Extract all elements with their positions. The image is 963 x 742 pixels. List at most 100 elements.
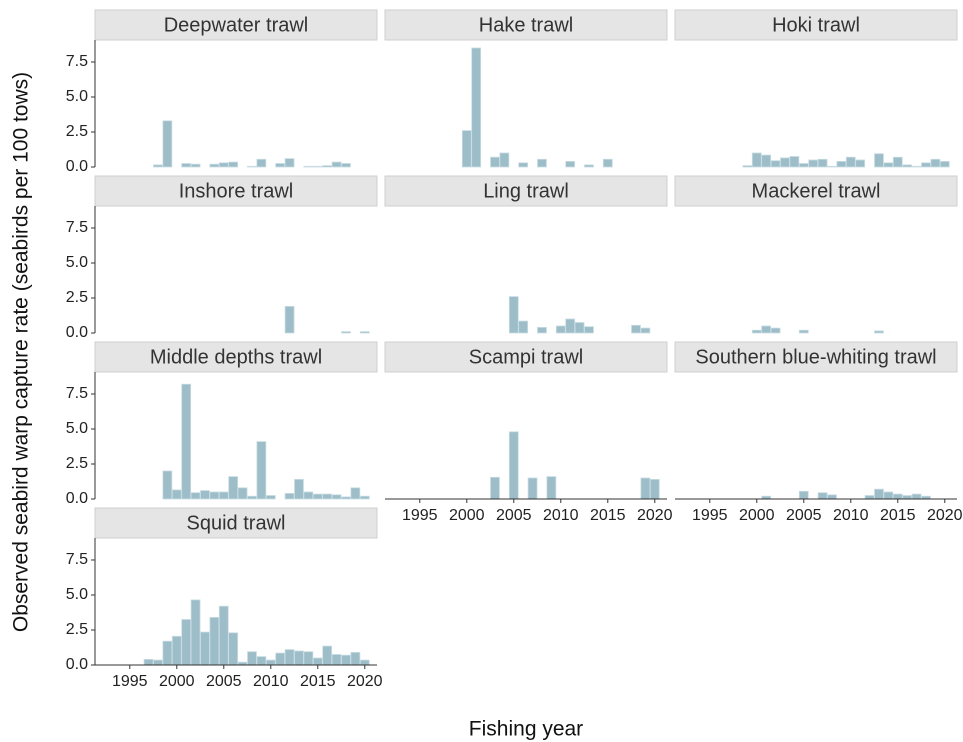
bar (874, 153, 884, 168)
panel-title: Middle depths trawl (150, 346, 322, 368)
bar (303, 651, 314, 666)
strip (384, 341, 668, 373)
strip (94, 341, 378, 373)
bar (284, 649, 295, 666)
bar (911, 165, 922, 168)
bar (789, 156, 800, 168)
bar (209, 616, 220, 666)
y-tick-label: 7.5 (66, 551, 88, 568)
y-tick-label: 5.0 (66, 586, 88, 603)
bar (770, 160, 781, 168)
bar (359, 659, 370, 666)
y-tick-label: 0.0 (66, 490, 88, 507)
bar (751, 152, 762, 168)
bar (331, 494, 342, 500)
bar (322, 645, 333, 666)
bar (322, 165, 333, 168)
strip (384, 175, 668, 207)
bar (312, 657, 323, 666)
bar (602, 158, 613, 168)
x-tick-label: 2005 (496, 507, 532, 524)
bar (181, 619, 192, 666)
bar (200, 631, 210, 666)
bar (537, 158, 547, 168)
bar (874, 488, 884, 500)
x-tick-label: 1995 (112, 673, 148, 690)
panel-title: Deepwater trawl (164, 14, 309, 36)
panel-title: Hake trawl (479, 14, 573, 36)
y-tick-label: 7.5 (66, 385, 88, 402)
bar (153, 659, 163, 666)
bar (153, 164, 163, 168)
panel-title: Squid trawl (187, 512, 286, 534)
bar (855, 159, 866, 168)
bar (892, 156, 903, 168)
bar (247, 495, 257, 500)
strip (674, 175, 958, 207)
bar (341, 496, 351, 500)
bar (209, 491, 220, 500)
x-tick-label: 2015 (590, 507, 626, 524)
bar (284, 492, 295, 500)
strip (94, 175, 378, 207)
x-tick-label: 2005 (786, 507, 822, 524)
bar (742, 165, 753, 168)
bar (770, 327, 781, 334)
bar (181, 163, 192, 168)
bar (892, 493, 903, 500)
bar (565, 318, 576, 334)
bar (874, 330, 884, 334)
bar (228, 476, 239, 500)
bar (218, 162, 229, 168)
bar (584, 326, 594, 334)
bar (864, 495, 875, 500)
x-tick-label: 2000 (739, 507, 775, 524)
x-tick-label: 2020 (927, 507, 963, 524)
bar (761, 325, 772, 334)
bar (312, 165, 323, 168)
bar (527, 477, 538, 500)
y-tick-label: 5.0 (66, 420, 88, 437)
bar (798, 490, 809, 500)
bar (555, 325, 566, 334)
bar (294, 650, 304, 666)
strip (674, 341, 958, 373)
bar (827, 494, 837, 500)
bar (883, 162, 894, 168)
x-tick-label: 2015 (880, 507, 916, 524)
bar (836, 160, 847, 168)
x-tick-label: 1995 (692, 507, 728, 524)
y-tick-label: 0.0 (66, 324, 88, 341)
y-tick-label: 0.0 (66, 656, 88, 673)
y-tick-label: 2.5 (66, 621, 88, 638)
bar (939, 160, 950, 168)
bar (471, 47, 482, 168)
bar (798, 329, 809, 334)
bar (518, 162, 529, 168)
bar (911, 493, 922, 500)
bar (499, 152, 510, 168)
bar (902, 164, 913, 168)
x-tick-label: 2000 (159, 673, 195, 690)
bar (341, 654, 351, 666)
bar (798, 163, 809, 168)
bar (546, 476, 557, 500)
bar (518, 320, 529, 334)
bar (256, 656, 267, 666)
bar (883, 491, 894, 500)
bar (228, 161, 239, 168)
bar (331, 161, 342, 168)
bar (190, 492, 201, 500)
bar (218, 491, 229, 500)
bar (162, 120, 173, 168)
bar (508, 431, 519, 500)
bar (284, 305, 295, 334)
bar (565, 160, 576, 168)
bar (218, 605, 229, 666)
bar (350, 487, 361, 500)
strip (674, 9, 958, 41)
bar (930, 158, 941, 168)
bar (143, 658, 154, 666)
x-tick-label: 2005 (206, 673, 242, 690)
